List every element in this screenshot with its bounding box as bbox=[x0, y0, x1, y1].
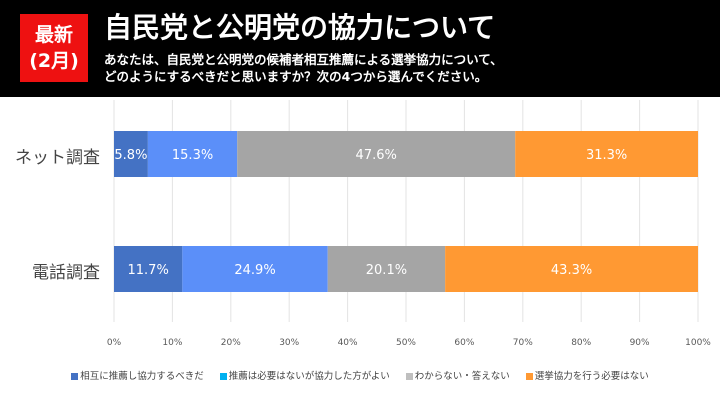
legend-swatch bbox=[405, 373, 413, 380]
legend-swatch bbox=[219, 373, 227, 380]
bar-segment bbox=[114, 246, 183, 292]
y-label-phone: 電話調査 bbox=[32, 263, 100, 283]
x-tick-label: 90% bbox=[630, 338, 650, 348]
legend-swatch bbox=[525, 373, 533, 380]
latest-badge: 最新 (2月) bbox=[20, 14, 88, 82]
bar-segment bbox=[114, 131, 148, 177]
header: 最新 (2月) 自民党と公明党の協力について あなたは、自民党と公明党の候補者相… bbox=[0, 0, 720, 97]
legend-swatch bbox=[71, 373, 79, 380]
legend-item: わからない・答えない bbox=[405, 368, 510, 382]
legend-item: 相互に推薦し協力するべきだ bbox=[71, 368, 204, 382]
badge-line2: (2月) bbox=[29, 50, 79, 72]
legend-label: わからない・答えない bbox=[414, 371, 510, 382]
bar-segment bbox=[327, 246, 446, 292]
data-label: 20.1% bbox=[366, 263, 407, 278]
data-label: 5.8% bbox=[114, 148, 147, 163]
bar-segment bbox=[237, 131, 516, 177]
x-tick-label: 40% bbox=[338, 338, 358, 348]
subtitle-line1: あなたは、自民党と公明党の候補者相互推薦による選挙協力について、 bbox=[104, 52, 503, 67]
y-label-net: ネット調査 bbox=[15, 148, 100, 168]
x-tick-label: 70% bbox=[513, 338, 533, 348]
chart-title: 自民党と公明党の協力について bbox=[104, 11, 496, 44]
x-tick-label: 80% bbox=[571, 338, 591, 348]
legend-label: 推薦は必要はないが協力した方がよい bbox=[228, 371, 390, 382]
data-label: 15.3% bbox=[172, 148, 213, 163]
x-tick-label: 30% bbox=[279, 338, 299, 348]
legend-label: 相互に推薦し協力するべきだ bbox=[80, 371, 204, 382]
data-label: 11.7% bbox=[128, 263, 169, 278]
data-label: 31.3% bbox=[586, 148, 627, 163]
badge-line1: 最新 bbox=[34, 24, 73, 46]
legend-label: 選挙協力を行う必要はない bbox=[534, 371, 649, 382]
bar-segment bbox=[147, 131, 238, 177]
bar-segment bbox=[515, 131, 698, 177]
legend-item: 推薦は必要はないが協力した方がよい bbox=[219, 368, 390, 382]
data-label: 43.3% bbox=[551, 263, 592, 278]
bar-segment bbox=[182, 246, 328, 292]
x-tick-label: 50% bbox=[396, 338, 416, 348]
legend-item: 選挙協力を行う必要はない bbox=[525, 368, 649, 382]
bar-segment bbox=[445, 246, 698, 292]
x-tick-label: 0% bbox=[107, 338, 122, 348]
legend: 相互に推薦し協力するべきだ 推薦は必要はないが協力した方がよい わからない・答えない… bbox=[0, 368, 720, 382]
data-label: 24.9% bbox=[234, 263, 275, 278]
data-label: 47.6% bbox=[356, 148, 397, 163]
x-tick-label: 10% bbox=[162, 338, 182, 348]
subtitle-line2: どのようにするべきだと思いますか？次の4つから選んでください。 bbox=[104, 69, 488, 84]
x-tick-label: 60% bbox=[454, 338, 474, 348]
x-tick-label: 20% bbox=[221, 338, 241, 348]
x-tick-label: 100% bbox=[685, 338, 711, 348]
